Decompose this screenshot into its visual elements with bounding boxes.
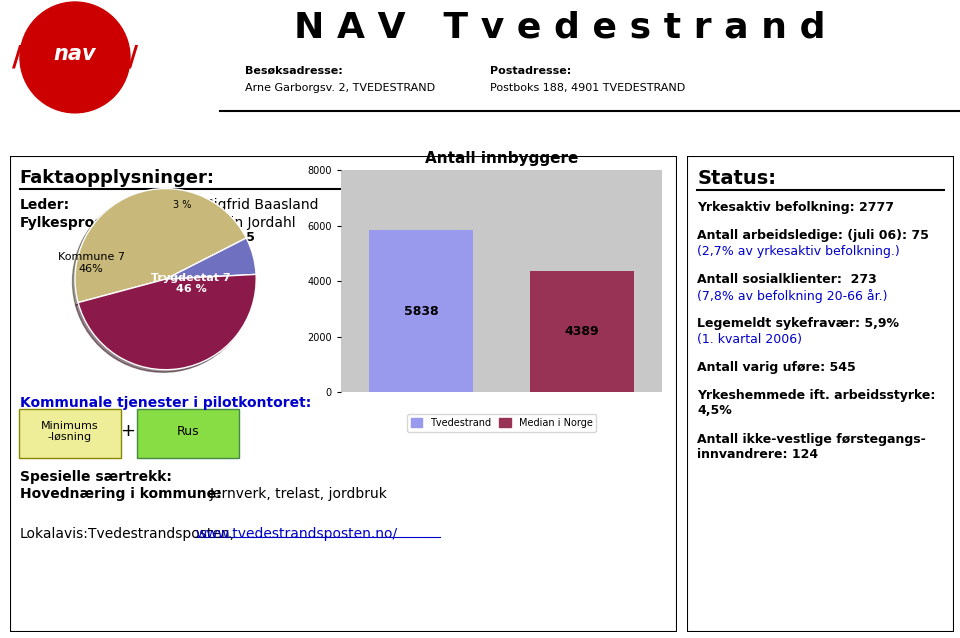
Text: N A V   T v e d e s t r a n d: N A V T v e d e s t r a n d xyxy=(295,10,826,44)
Text: (1. kvartal 2006): (1. kvartal 2006) xyxy=(697,334,803,346)
Text: Antall sosialklienter:  273: Antall sosialklienter: 273 xyxy=(697,274,877,286)
Text: Arne Garborgsv. 2, TVEDESTRAND: Arne Garborgsv. 2, TVEDESTRAND xyxy=(245,83,435,93)
Wedge shape xyxy=(78,274,256,369)
Text: Antall ansatte 15: Antall ansatte 15 xyxy=(134,232,255,244)
Text: 3 %: 3 % xyxy=(173,200,191,210)
Text: /: / xyxy=(118,43,128,71)
Bar xyxy=(530,271,635,392)
Text: (2,7% av yrkesaktiv befolkning.): (2,7% av yrkesaktiv befolkning.) xyxy=(697,246,900,258)
Text: Status:: Status: xyxy=(697,169,777,188)
Text: Jernverk, trelast, jordbruk: Jernverk, trelast, jordbruk xyxy=(210,487,388,501)
Text: Yrkesaktiv befolkning: 2777: Yrkesaktiv befolkning: 2777 xyxy=(697,202,895,214)
Text: Antall arbeidsledige: (juli 06): 75: Antall arbeidsledige: (juli 06): 75 xyxy=(697,229,929,242)
Text: Fylkesprosjektleder:: Fylkesprosjektleder: xyxy=(19,216,179,230)
Text: Minimums
-løsning: Minimums -løsning xyxy=(41,420,99,442)
Text: (7,8% av befolkning 20-66 år.): (7,8% av befolkning 20-66 år.) xyxy=(697,290,888,303)
Text: Kommunale tjenester i pilotkontoret:: Kommunale tjenester i pilotkontoret: xyxy=(19,396,311,410)
Text: /: / xyxy=(22,43,32,71)
Text: Trygdeetat 7
46 %: Trygdeetat 7 46 % xyxy=(151,273,230,295)
Text: Antall varig uføre: 545: Antall varig uføre: 545 xyxy=(697,362,856,375)
Text: Rus: Rus xyxy=(177,425,200,438)
Text: Hovednæring i kommune:: Hovednæring i kommune: xyxy=(19,487,221,501)
Wedge shape xyxy=(75,189,247,302)
Text: Spesielle særtrekk:: Spesielle særtrekk: xyxy=(19,470,172,484)
Text: 4389: 4389 xyxy=(564,325,599,338)
Text: /: / xyxy=(128,43,138,71)
Text: Faktaopplysninger:: Faktaopplysninger: xyxy=(19,169,215,188)
FancyBboxPatch shape xyxy=(18,410,121,457)
Text: Svein Jordahl: Svein Jordahl xyxy=(204,216,296,230)
Text: Legemeldt sykefravær: 5,9%: Legemeldt sykefravær: 5,9% xyxy=(697,318,900,330)
Text: Yrkeshemmede ift. arbeidsstyrke:
4,5%: Yrkeshemmede ift. arbeidsstyrke: 4,5% xyxy=(697,389,936,417)
Legend: Tvedestrand, Median i Norge: Tvedestrand, Median i Norge xyxy=(407,414,596,432)
FancyBboxPatch shape xyxy=(137,410,239,457)
Text: 5838: 5838 xyxy=(404,305,439,318)
Text: Leder:: Leder: xyxy=(19,198,70,212)
Text: Postadresse:: Postadresse: xyxy=(490,66,571,75)
Text: +: + xyxy=(120,422,135,440)
Text: Sigfrid Baasland: Sigfrid Baasland xyxy=(204,198,319,212)
Text: Besøksadresse:: Besøksadresse: xyxy=(245,66,343,75)
Bar xyxy=(369,230,473,392)
Text: Aetat 1: Aetat 1 xyxy=(198,244,243,257)
Circle shape xyxy=(20,2,130,113)
Text: Antall ikke-vestlige førstegangs-
innvandrere: 124: Antall ikke-vestlige førstegangs- innvan… xyxy=(697,433,926,461)
Text: Tvedestrandsposten,: Tvedestrandsposten, xyxy=(87,526,233,540)
Text: Kommune 7
46%: Kommune 7 46% xyxy=(58,252,125,274)
Text: /: / xyxy=(12,43,22,71)
Text: Postboks 188, 4901 TVEDESTRAND: Postboks 188, 4901 TVEDESTRAND xyxy=(490,83,685,93)
Text: www.tvedestrandsposten.no/: www.tvedestrandsposten.no/ xyxy=(195,526,397,540)
Wedge shape xyxy=(165,238,256,279)
Text: Lokalavis:: Lokalavis: xyxy=(19,526,88,540)
Title: Antall innbyggere: Antall innbyggere xyxy=(425,151,578,167)
Text: nav: nav xyxy=(54,45,96,64)
